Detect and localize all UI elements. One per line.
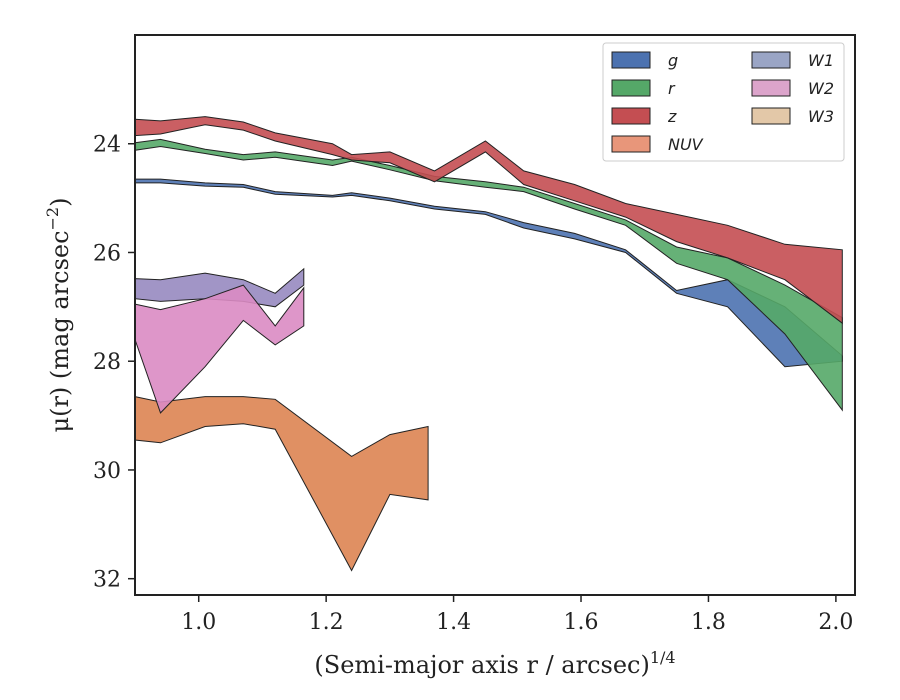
y-tick-label: 30 <box>93 459 121 484</box>
legend-label-nuv: NUV <box>668 135 704 154</box>
y-axis: 24 26 28 30 32 <box>93 133 135 593</box>
x-axis: 1.0 1.2 1.4 1.6 1.8 2.0 <box>181 595 853 635</box>
legend-label-g: g <box>668 51 678 70</box>
legend-swatch-w2 <box>751 79 791 97</box>
legend-label-z: z <box>667 107 677 126</box>
x-tick-label: 1.0 <box>181 610 216 635</box>
x-tick-label: 1.2 <box>309 610 344 635</box>
band-w1 <box>134 267 305 308</box>
band-z <box>134 116 843 325</box>
band-w2 <box>134 284 305 414</box>
plot-frame <box>134 34 856 596</box>
legend-label-r: r <box>668 79 676 98</box>
legend-swatch-r <box>611 79 651 97</box>
x-tick-label: 1.8 <box>691 610 726 635</box>
legend-label-w1: W1 <box>808 51 834 70</box>
band-layer <box>134 116 843 572</box>
y-tick-label: 26 <box>93 241 121 266</box>
y-tick-label: 28 <box>93 350 121 375</box>
x-tick-label: 1.6 <box>564 610 599 635</box>
legend-swatch-w1 <box>751 51 791 69</box>
legend-label-w2: W2 <box>808 79 834 98</box>
y-tick-label: 24 <box>93 133 121 158</box>
legend-swatch-nuv <box>611 135 651 153</box>
band-nuv <box>134 395 429 572</box>
legend-swatch-g <box>611 51 651 69</box>
band-r <box>134 138 843 412</box>
legend: grz NUV W1 W2 W3 <box>602 42 845 162</box>
legend-swatch-w3 <box>751 107 791 125</box>
y-tick-label: 32 <box>93 568 121 593</box>
x-axis-label: (Semi-major axis r / arcsec)1/4 <box>314 648 675 679</box>
x-tick-label: 1.4 <box>436 610 471 635</box>
y-axis-label: μ(r) (mag arcsec−2) <box>43 198 74 433</box>
legend-swatch-z <box>611 107 651 125</box>
legend-label-w3: W3 <box>808 107 834 126</box>
x-tick-label: 2.0 <box>818 610 853 635</box>
legend-box <box>602 42 845 162</box>
